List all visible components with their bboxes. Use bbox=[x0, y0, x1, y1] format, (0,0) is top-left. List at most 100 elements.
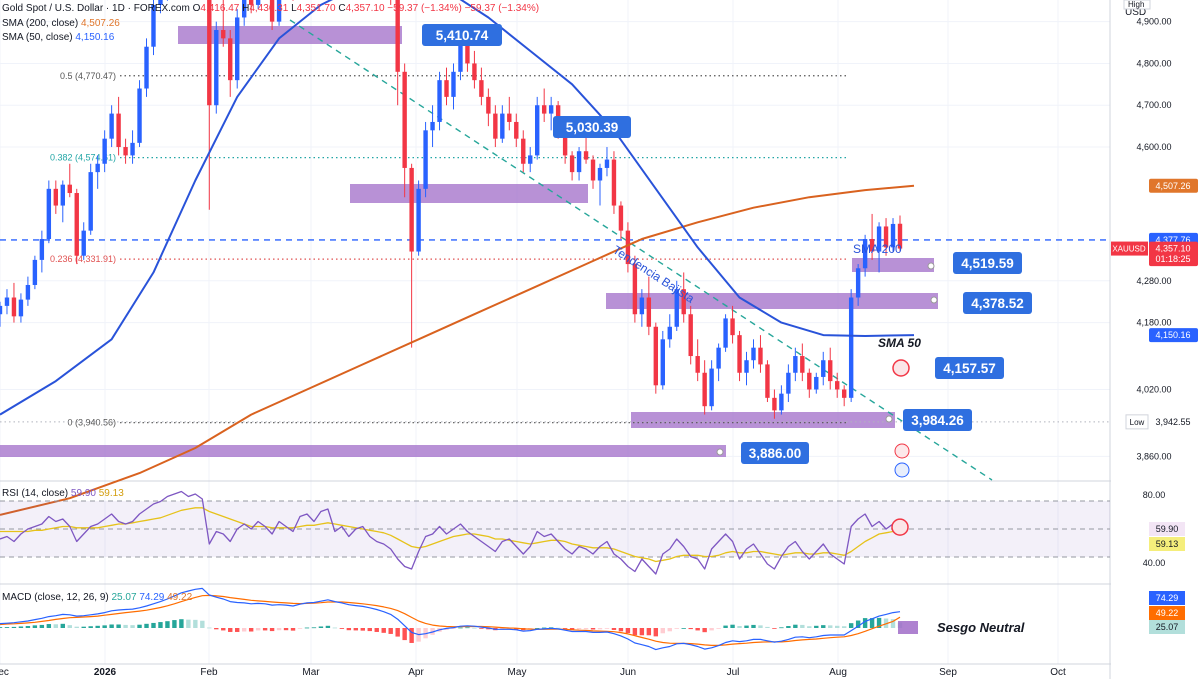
candle-body bbox=[625, 230, 631, 265]
macd-histogram-bar bbox=[346, 628, 352, 631]
price-tick-label: 4,600.00 bbox=[1136, 142, 1171, 152]
candle-body bbox=[562, 130, 568, 156]
low-tag-box bbox=[1125, 414, 1149, 430]
candle-body bbox=[576, 151, 582, 173]
candle-body bbox=[53, 188, 59, 206]
ohlc-high: 4,436.31 bbox=[249, 3, 289, 14]
macd-histogram-bar bbox=[67, 625, 72, 628]
candle-body bbox=[897, 223, 903, 249]
macd-histogram-bar bbox=[283, 628, 289, 631]
candle-body bbox=[660, 339, 665, 386]
candle-body bbox=[116, 113, 121, 148]
macd-histogram-bar bbox=[53, 624, 59, 628]
price-tag-box bbox=[1149, 178, 1198, 193]
macd-histogram-bar bbox=[548, 627, 554, 629]
fib-level-label: 0.382 (4,574.61) bbox=[50, 153, 116, 163]
macd-histogram-bar bbox=[395, 628, 400, 637]
macd-histogram-bar bbox=[765, 626, 770, 628]
macd-histogram-bar bbox=[262, 628, 268, 631]
macd-histogram-bar bbox=[318, 626, 324, 628]
symbol-tag: XAUUSD bbox=[1112, 245, 1146, 254]
candle-body bbox=[235, 17, 240, 81]
candle-body bbox=[793, 356, 798, 373]
macd-histogram-bar bbox=[144, 623, 149, 628]
time-axis-label: Feb bbox=[200, 667, 218, 678]
price-tick-label: 4,020.00 bbox=[1136, 384, 1171, 394]
time-axis-label: Dec bbox=[0, 667, 9, 678]
legend-symbol-line: Gold Spot / U.S. Dollar · 1D · FOREX.com… bbox=[2, 3, 539, 14]
macd-histogram-bar bbox=[214, 628, 219, 630]
fib-level-label: 0.236 (4,331.91) bbox=[50, 254, 116, 264]
macd-histogram-bar bbox=[193, 619, 198, 628]
sma200-annotation: SMA 200 bbox=[853, 242, 902, 256]
macd-histogram-bar bbox=[869, 618, 875, 628]
macd-layer: Sesgo Neutral bbox=[0, 587, 1025, 651]
macd-histogram-bar bbox=[409, 628, 414, 643]
candle-body bbox=[779, 393, 784, 411]
zone-3984 bbox=[631, 412, 895, 428]
label-3886-text: 3,886.00 bbox=[749, 446, 802, 461]
macd-histogram-bar bbox=[137, 624, 142, 628]
macd-tag: 49.22 bbox=[1156, 608, 1179, 618]
macd-histogram-bar bbox=[555, 627, 561, 629]
macd-histogram-bar bbox=[165, 621, 170, 628]
candle-body bbox=[514, 121, 519, 139]
zone-handle bbox=[930, 296, 938, 304]
macd-histogram-bar bbox=[235, 628, 240, 632]
legend-macd-line[interactable]: MACD (close, 12, 26, 9) 25.07 74.29 49.2… bbox=[2, 592, 192, 603]
macd-histogram-bar bbox=[200, 620, 205, 628]
ohlc-close: 4,357.10 bbox=[345, 3, 385, 14]
legend-sma50-line[interactable]: SMA (50, close) 4,150.16 bbox=[2, 32, 114, 43]
macd-histogram-bar bbox=[207, 627, 212, 629]
candle-body bbox=[869, 239, 875, 252]
candle-body bbox=[32, 259, 38, 285]
time-axis-label: Apr bbox=[408, 667, 424, 678]
price-tick-label: 4,180.00 bbox=[1136, 318, 1171, 328]
fib-level-label: 0 (3,940.56) bbox=[67, 418, 116, 428]
candle-body bbox=[81, 230, 86, 256]
candle-body bbox=[25, 284, 31, 300]
candle-body bbox=[214, 30, 219, 106]
candle-body bbox=[653, 326, 659, 386]
macd-histogram-bar bbox=[451, 628, 456, 629]
macd-histogram-bar bbox=[88, 626, 93, 628]
candle-body bbox=[807, 372, 812, 390]
macd-histogram-bar bbox=[46, 624, 52, 628]
symbol-title[interactable]: Gold Spot / U.S. Dollar · 1D · FOREX.com bbox=[2, 3, 190, 14]
macd-histogram-bar bbox=[730, 624, 735, 628]
candle-body bbox=[848, 297, 854, 398]
candle-body bbox=[228, 38, 233, 81]
label-3984-box bbox=[903, 409, 972, 431]
candle-body bbox=[451, 71, 456, 97]
rsi-layer bbox=[0, 490, 1110, 575]
rsi-ma-tag: 59.13 bbox=[1156, 539, 1179, 549]
zone-3886 bbox=[0, 445, 726, 457]
price-tick-label: 4,280.00 bbox=[1136, 276, 1171, 286]
rsi-tag-box bbox=[1149, 522, 1185, 536]
macd-histogram-bar bbox=[604, 628, 610, 629]
time-axis-label: 2026 bbox=[94, 667, 117, 678]
candle-body bbox=[632, 264, 638, 315]
candle-body bbox=[590, 159, 596, 181]
price-tag-box bbox=[1149, 328, 1198, 343]
candle-body bbox=[835, 381, 840, 390]
candle-body bbox=[109, 113, 114, 139]
macd-histogram-bar bbox=[625, 628, 631, 634]
macd-histogram-bar bbox=[821, 625, 826, 628]
candle-body bbox=[137, 88, 142, 143]
macd-histogram-bar bbox=[228, 628, 233, 632]
label-4157-box bbox=[935, 357, 1004, 379]
legend-sma200-line[interactable]: SMA (200, close) 4,507.26 bbox=[2, 18, 120, 29]
candle-body bbox=[130, 142, 135, 156]
rsi-marker bbox=[891, 518, 909, 536]
macd-tag: 74.29 bbox=[1156, 593, 1179, 603]
candle-body bbox=[890, 223, 896, 248]
legend-rsi-line[interactable]: RSI (14, close) 59.90 59.13 bbox=[2, 488, 124, 499]
zone-handle bbox=[885, 415, 893, 423]
candle-body bbox=[255, 0, 261, 5]
candle-body bbox=[4, 297, 10, 306]
zone-handle bbox=[927, 262, 935, 270]
macd-histogram-bar bbox=[151, 622, 156, 628]
